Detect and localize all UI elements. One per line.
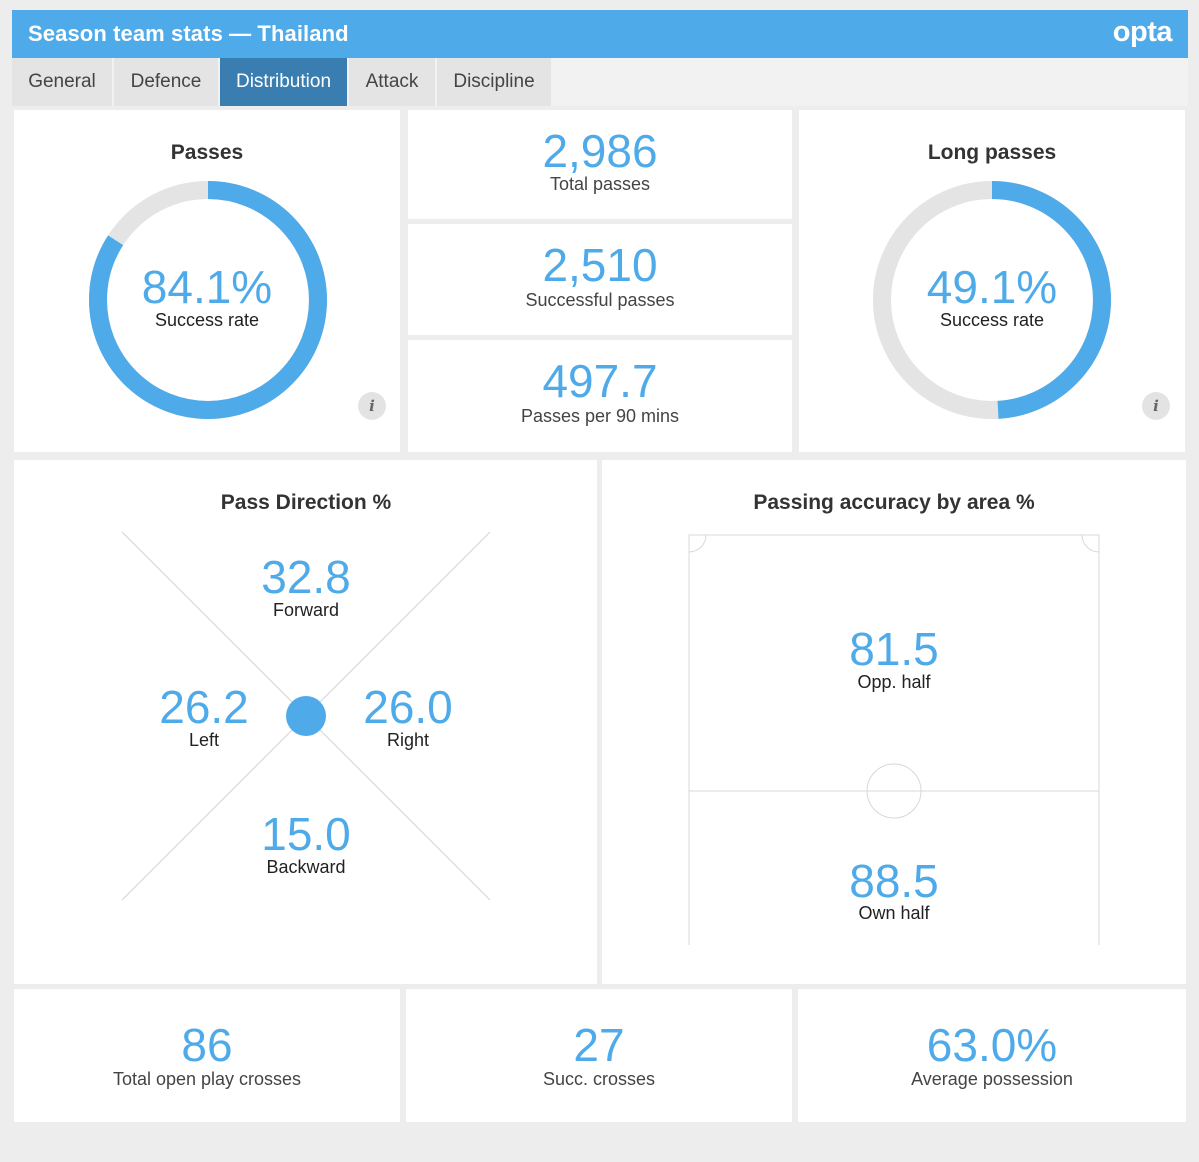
team-stats-widget: Season team stats — Thailand opta Genera… [12,10,1188,1124]
passing-accuracy-title: Passing accuracy by area % [753,491,1035,514]
passes-donut [89,181,327,419]
tab-distribution[interactable]: Distribution [220,58,347,106]
right-value: 26.0 [363,681,453,733]
opta-logo: opta [1112,16,1173,48]
own-half-value: 88.5 [849,855,939,907]
long-passes-info-icon[interactable]: i [1142,392,1170,420]
page-title: Season team stats — Thailand [28,21,349,46]
total-passes-card: 2,986 Total passes [408,110,792,219]
long-passes-title: Long passes [927,141,1057,164]
own-half-label: Own half [858,903,930,923]
long-passes-donut-arc [873,181,1111,419]
possession-card: 63.0% Average possession [798,989,1186,1122]
long-passes-success-value: 49.1% [926,261,1058,313]
pitch-diagram [688,534,1100,955]
left-value: 26.2 [159,681,249,733]
long-passes-card: Long passes 49.1% Success rate i [799,110,1185,452]
succ-crosses-card: 27 Succ. crosses [406,989,792,1122]
passes-success-value: 84.1% [141,261,273,313]
succ-crosses-label: Succ. crosses [542,1069,656,1089]
total-passes-label: Total passes [549,174,651,194]
passes-per-90-card: 497.7 Passes per 90 mins [408,340,792,452]
opp-half-value: 81.5 [849,623,939,675]
successful-passes-card: 2,510 Successful passes [408,224,792,335]
succ-crosses-value: 27 [573,1019,625,1071]
tab-general[interactable]: General [12,58,112,106]
crosses-label: Total open play crosses [112,1069,302,1089]
passes-card: Passes 84.1% Success rate i [14,110,400,452]
backward-label: Backward [266,857,346,877]
forward-value: 32.8 [261,551,351,603]
passes-success-label: Success rate [154,310,260,330]
direction-center-dot [286,696,326,736]
passes-per-90-value: 497.7 [542,355,658,407]
passes-title: Passes [170,141,244,164]
possession-label: Average possession [911,1069,1073,1089]
backward-value: 15.0 [261,808,351,860]
long-passes-donut [873,181,1111,419]
right-label: Right [386,730,430,750]
direction-cross-lines [121,531,491,901]
pass-direction-card: Pass Direction % 32.8 Forward 26.2 Left … [14,460,597,984]
passes-per-90-label: Passes per 90 mins [520,406,680,426]
left-label: Left [188,730,220,750]
crosses-value: 86 [181,1019,233,1071]
passes-info-icon[interactable]: i [358,392,386,420]
tab-attack[interactable]: Attack [349,58,435,106]
tab-bar: General Defence Distribution Attack Disc… [12,58,1188,106]
widget-header: Season team stats — Thailand opta [12,10,1188,58]
forward-label: Forward [272,600,339,620]
crosses-card: 86 Total open play crosses [14,989,400,1122]
long-passes-success-label: Success rate [939,310,1045,330]
pass-direction-title: Pass Direction % [220,491,392,514]
tab-defence[interactable]: Defence [114,58,218,106]
passes-donut-arc [89,181,327,419]
opp-half-label: Opp. half [857,672,931,692]
tab-discipline[interactable]: Discipline [437,58,551,106]
successful-passes-value: 2,510 [542,239,658,291]
passing-accuracy-card: Passing accuracy by area % 81.5 Opp. hal… [602,460,1186,984]
successful-passes-label: Successful passes [525,290,675,310]
possession-value: 63.0% [926,1019,1058,1071]
total-passes-value: 2,986 [542,125,658,177]
